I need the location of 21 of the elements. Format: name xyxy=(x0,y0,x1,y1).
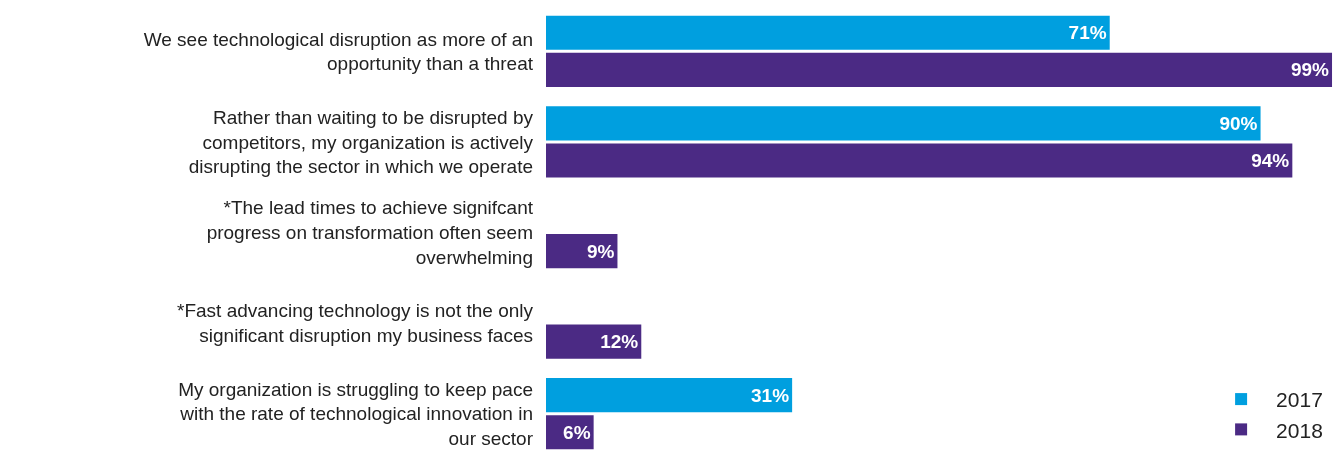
legend-label: 2018 xyxy=(1276,418,1323,442)
y-tick-label: My organization is struggling to keep pace with the rate of technological innovation in our sector xyxy=(178,378,534,450)
bar xyxy=(546,324,642,359)
bar xyxy=(546,15,1110,50)
bar xyxy=(546,52,1333,87)
bar xyxy=(546,106,1261,141)
data-label: 99% xyxy=(1290,59,1330,81)
data-label: 71% xyxy=(1068,22,1107,44)
data-label: 12% xyxy=(600,331,639,353)
data-label: 9% xyxy=(586,240,615,262)
y-tick-label: *The lead times to achieve signifcant progress on transformation often seem overwhelming xyxy=(206,197,534,268)
bar xyxy=(546,143,1293,178)
data-label: 6% xyxy=(563,421,591,443)
data-label: 31% xyxy=(751,384,790,406)
legend-label: 2017 xyxy=(1276,388,1323,412)
bar xyxy=(546,378,793,413)
data-label: 94% xyxy=(1251,149,1290,171)
y-tick-label: Rather than waiting to be disrupted by competitors, my organization is actively disrupting the sector in which we operate xyxy=(188,106,534,178)
data-label: 90% xyxy=(1219,112,1258,134)
y-tick-label: We see technological disruption as more of an opportunity than a threat xyxy=(143,28,534,75)
y-tick-label: *Fast advancing technology is not the only significant disruption my business faces xyxy=(177,300,534,347)
